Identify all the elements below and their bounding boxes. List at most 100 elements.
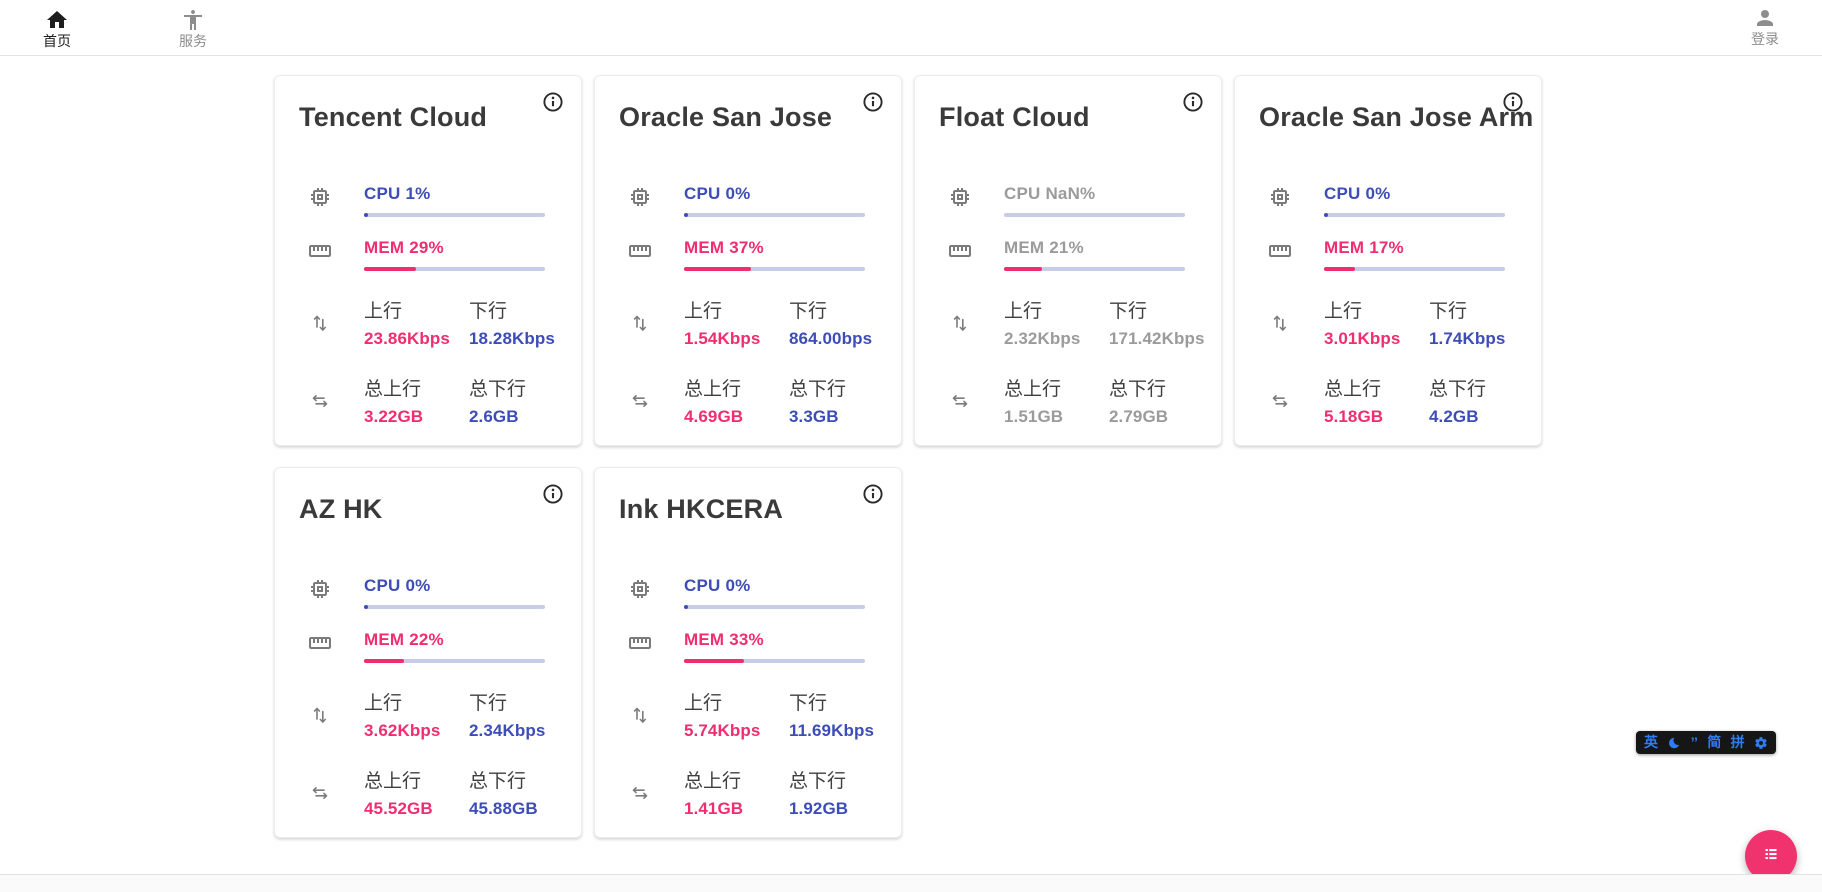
total-upload-label: 总上行 xyxy=(364,374,469,401)
cpu-bar-fill xyxy=(364,605,368,609)
server-stats: CPU 0% MEM 33% xyxy=(595,576,901,819)
mem-label: MEM 17% xyxy=(1324,238,1505,258)
server-stats: CPU 0% MEM 17% xyxy=(1235,184,1541,427)
total-upload-label: 总上行 xyxy=(1324,374,1429,401)
moon-icon[interactable] xyxy=(1667,736,1681,750)
upload-label: 上行 xyxy=(684,688,789,715)
mem-label: MEM 21% xyxy=(1004,238,1185,258)
cpu-bar xyxy=(684,605,865,609)
upload-value: 3.01Kbps xyxy=(1324,329,1429,349)
info-icon[interactable] xyxy=(541,482,565,506)
ime-punctuation-toggle[interactable]: ’’ xyxy=(1691,731,1698,754)
mem-label: MEM 37% xyxy=(684,238,865,258)
cpu-label: CPU 0% xyxy=(684,184,865,204)
server-card: Float Cloud CPU NaN% xyxy=(914,75,1222,446)
server-name: AZ HK xyxy=(299,494,383,525)
total-upload-label: 总上行 xyxy=(364,766,469,793)
server-stats: CPU NaN% MEM 21% xyxy=(915,184,1221,427)
server-cards-grid: Tencent Cloud CPU 1% xyxy=(274,75,1542,838)
ime-simplified-toggle[interactable]: 简 xyxy=(1707,731,1721,754)
total-download-value: 45.88GB xyxy=(469,799,574,819)
gear-icon[interactable] xyxy=(1754,736,1768,750)
info-icon[interactable] xyxy=(861,482,885,506)
mem-bar-fill xyxy=(1004,267,1042,271)
total-download-label: 总下行 xyxy=(789,766,894,793)
mem-bar xyxy=(684,267,865,271)
cpu-label: CPU 0% xyxy=(364,576,545,596)
upload-value: 23.86Kbps xyxy=(364,329,469,349)
server-card: Oracle San Jose Arm CPU 0% xyxy=(1234,75,1542,446)
accessibility-icon xyxy=(181,8,205,32)
mem-bar-fill xyxy=(364,267,416,271)
server-name: Float Cloud xyxy=(939,102,1090,133)
cpu-value: 0% xyxy=(725,184,750,203)
ime-language-bar: 英 ’’ 简 拼 xyxy=(1636,731,1776,754)
cpu-chip-icon xyxy=(308,577,332,601)
upload-value: 3.62Kbps xyxy=(364,721,469,741)
mem-bar-fill xyxy=(364,659,404,663)
mem-label: MEM 22% xyxy=(364,630,545,650)
download-value: 171.42Kbps xyxy=(1109,329,1214,349)
server-name: Oracle San Jose Arm xyxy=(1259,102,1533,133)
upload-value: 2.32Kbps xyxy=(1004,329,1109,349)
speed-row: 上行 2.32Kbps 下行 171.42Kbps xyxy=(948,296,1185,349)
cpu-value: 0% xyxy=(1365,184,1390,203)
mem-row: MEM 22% xyxy=(308,630,545,663)
total-upload-label: 总上行 xyxy=(1004,374,1109,401)
nav-item-login[interactable]: 登录 xyxy=(1738,6,1792,48)
ime-pinyin-toggle[interactable]: 拼 xyxy=(1731,731,1745,754)
nav-services-label: 服务 xyxy=(179,33,207,50)
top-navbar: 首页 服务 登录 xyxy=(0,0,1822,56)
total-download-label: 总下行 xyxy=(1109,374,1214,401)
cpu-chip-icon xyxy=(628,185,652,209)
download-label: 下行 xyxy=(469,296,574,323)
download-value: 11.69Kbps xyxy=(789,721,894,741)
info-icon[interactable] xyxy=(861,90,885,114)
cpu-value: NaN% xyxy=(1045,184,1095,203)
mem-bar-fill xyxy=(684,267,751,271)
cpu-label: CPU NaN% xyxy=(1004,184,1185,204)
mem-bar-fill xyxy=(1324,267,1355,271)
info-icon[interactable] xyxy=(541,90,565,114)
cpu-bar xyxy=(364,213,545,217)
cpu-chip-icon xyxy=(1268,185,1292,209)
total-row: 总上行 1.41GB 总下行 1.92GB xyxy=(628,766,865,819)
memory-ruler-icon xyxy=(308,239,332,263)
cpu-value: 0% xyxy=(725,576,750,595)
cpu-bar-fill xyxy=(364,213,368,217)
total-download-value: 2.6GB xyxy=(469,407,574,427)
server-card: Tencent Cloud CPU 1% xyxy=(274,75,582,446)
cpu-row: CPU 0% xyxy=(628,184,865,217)
server-stats: CPU 0% MEM 37% xyxy=(595,184,901,427)
download-label: 下行 xyxy=(1429,296,1534,323)
cpu-row: CPU NaN% xyxy=(948,184,1185,217)
cpu-value: 0% xyxy=(405,576,430,595)
total-upload-value: 1.41GB xyxy=(684,799,789,819)
mem-label: MEM 33% xyxy=(684,630,865,650)
total-row: 总上行 5.18GB 总下行 4.2GB xyxy=(1268,374,1505,427)
speed-row: 上行 1.54Kbps 下行 864.00bps xyxy=(628,296,865,349)
swap-vertical-icon xyxy=(308,311,332,335)
info-icon[interactable] xyxy=(1181,90,1205,114)
info-icon[interactable] xyxy=(1501,90,1525,114)
total-download-label: 总下行 xyxy=(1429,374,1534,401)
total-upload-value: 4.69GB xyxy=(684,407,789,427)
upload-label: 上行 xyxy=(364,688,469,715)
mem-bar-fill xyxy=(684,659,744,663)
total-download-label: 总下行 xyxy=(469,374,574,401)
nav-item-home[interactable]: 首页 xyxy=(30,8,84,50)
ime-lang-toggle[interactable]: 英 xyxy=(1644,731,1658,754)
nav-item-services[interactable]: 服务 xyxy=(166,8,220,50)
cpu-label: CPU 0% xyxy=(1324,184,1505,204)
server-card: Oracle San Jose CPU 0% xyxy=(594,75,902,446)
cpu-label: CPU 0% xyxy=(684,576,865,596)
mem-bar xyxy=(364,267,545,271)
cpu-row: CPU 1% xyxy=(308,184,545,217)
server-stats: CPU 0% MEM 22% xyxy=(275,576,581,819)
total-row: 总上行 45.52GB 总下行 45.88GB xyxy=(308,766,545,819)
cpu-bar xyxy=(1324,213,1505,217)
upload-label: 上行 xyxy=(684,296,789,323)
download-value: 864.00bps xyxy=(789,329,894,349)
server-stats: CPU 1% MEM 29% xyxy=(275,184,581,427)
cpu-bar-fill xyxy=(684,605,688,609)
